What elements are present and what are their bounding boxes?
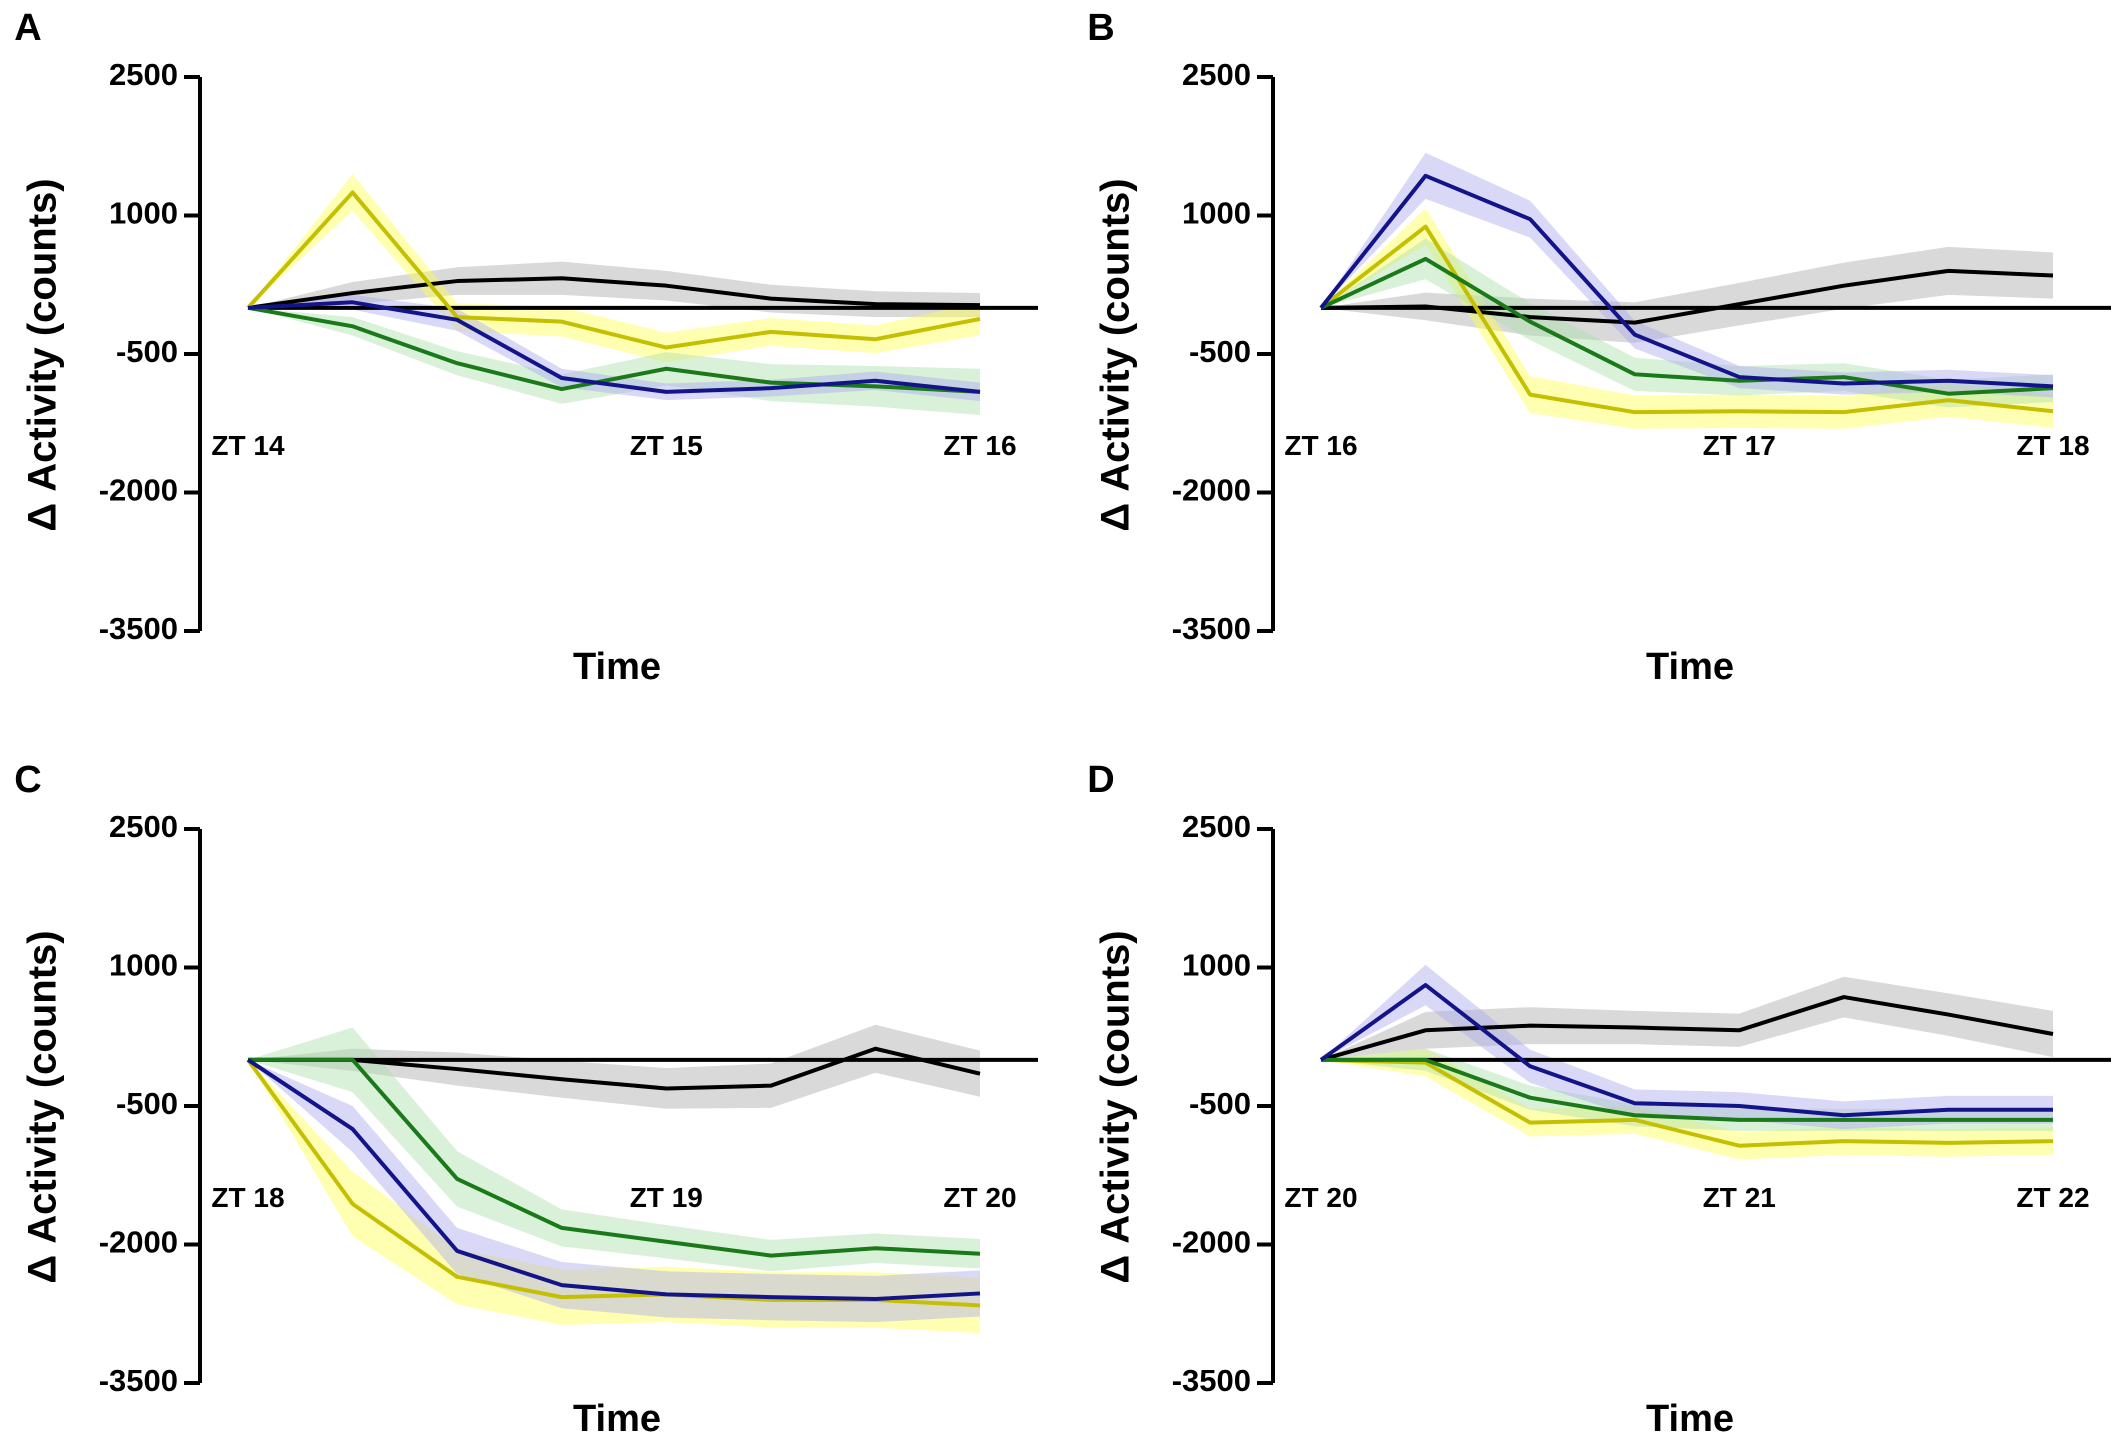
series-line (1320, 256, 2054, 396)
error-band (248, 1027, 980, 1272)
series-line (1320, 995, 2054, 1062)
y-tick-label: -500 (116, 334, 178, 369)
series-line (248, 1057, 981, 1258)
x-axis-label: Time (1646, 646, 1734, 688)
x-tick-label: ZT 20 (1284, 1182, 1357, 1213)
x-tick-label: ZT 21 (1703, 1182, 1776, 1213)
y-axis-label: Δ Activity (counts) (1094, 178, 1138, 531)
y-tick-label: 1000 (1182, 948, 1251, 983)
x-tick-label: ZT 20 (943, 1182, 1016, 1213)
y-tick-label: -500 (1189, 1086, 1251, 1121)
y-tick-label: 1000 (109, 196, 178, 231)
series-line (248, 1046, 981, 1091)
x-axis-label: Time (573, 646, 661, 688)
panel-label: C (14, 759, 41, 801)
error-band (248, 1059, 980, 1334)
error-band (1321, 152, 2053, 398)
series-line (1320, 1057, 2054, 1148)
x-tick-label: ZT 19 (630, 1182, 703, 1213)
y-axis-label: Δ Activity (counts) (21, 178, 65, 531)
error-band (248, 294, 980, 402)
y-tick-label: -3500 (99, 1363, 178, 1398)
series-line (1319, 173, 2054, 389)
y-tick-label: -3500 (99, 611, 178, 646)
series-line (246, 190, 981, 350)
error-band (1321, 1048, 2053, 1160)
y-tick-label: -2000 (99, 1225, 178, 1260)
y-tick-label: 2500 (109, 57, 178, 92)
series-line (1321, 1057, 2053, 1122)
series-line (1319, 983, 2053, 1118)
series-line (246, 1058, 981, 1301)
error-band (1321, 976, 2053, 1060)
y-tick-label: 1000 (1182, 196, 1251, 231)
series-line (1319, 224, 2054, 415)
panel-label: D (1087, 759, 1114, 801)
x-tick-label: ZT 16 (943, 430, 1016, 461)
x-tick-label: ZT 22 (2016, 1182, 2089, 1213)
y-tick-label: -3500 (1172, 611, 1251, 646)
panel-label: B (1087, 7, 1114, 49)
x-tick-label: ZT 15 (630, 430, 703, 461)
x-tick-label: ZT 14 (211, 430, 285, 461)
series-line (247, 276, 981, 310)
x-axis-label: Time (573, 1398, 661, 1440)
y-tick-label: -500 (116, 1086, 178, 1121)
y-axis-label: Δ Activity (counts) (1094, 930, 1138, 1283)
series-line (247, 300, 981, 394)
error-band (1321, 208, 2053, 429)
y-tick-label: 1000 (109, 948, 178, 983)
y-tick-label: -3500 (1172, 1363, 1251, 1398)
y-axis-label: Δ Activity (counts) (21, 930, 65, 1283)
y-tick-label: 2500 (109, 809, 178, 844)
y-tick-label: -2000 (1172, 473, 1251, 508)
y-tick-label: -2000 (99, 473, 178, 508)
series-line (1320, 268, 2054, 325)
y-tick-label: -500 (1189, 334, 1251, 369)
x-tick-label: ZT 17 (1703, 430, 1776, 461)
error-band (1321, 246, 2053, 343)
y-tick-label: -2000 (1172, 1225, 1251, 1260)
error-band (248, 1024, 980, 1109)
error-band (248, 173, 980, 363)
x-axis-label: Time (1646, 1398, 1734, 1440)
error-band (248, 261, 980, 318)
error-band (1321, 1048, 2053, 1131)
y-tick-label: 2500 (1182, 57, 1251, 92)
panel-label: A (14, 7, 41, 49)
y-tick-label: 2500 (1182, 809, 1251, 844)
x-tick-label: ZT 18 (211, 1182, 284, 1213)
error-band (1321, 964, 2053, 1130)
series-line (247, 305, 981, 394)
x-tick-label: ZT 18 (2016, 430, 2089, 461)
x-tick-label: ZT 16 (1284, 430, 1357, 461)
